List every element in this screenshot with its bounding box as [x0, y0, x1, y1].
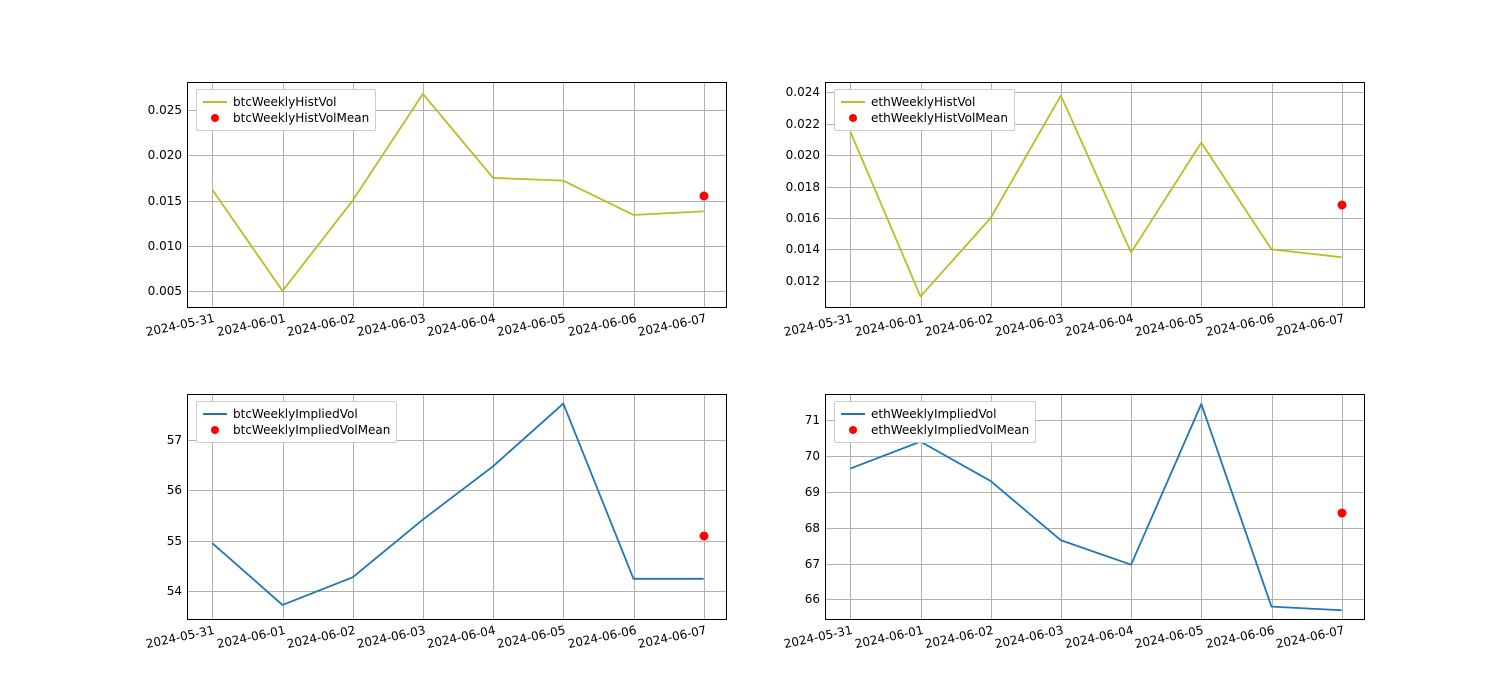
- figure: btcWeeklyHistVol btcWeeklyHistVolMean 0.…: [0, 0, 1500, 700]
- xtick-label: 2024-06-01: [852, 307, 924, 339]
- xtick-label: 2024-06-01: [852, 619, 924, 651]
- ytick-label: 71: [805, 413, 826, 427]
- ytick-label: 0.010: [148, 239, 188, 253]
- mean-marker: [1337, 509, 1346, 518]
- ytick-label: 0.014: [786, 242, 826, 256]
- legend-line-swatch: [841, 413, 865, 415]
- legend-line-entry: btcWeeklyHistVol: [203, 94, 369, 110]
- legend-point-entry: btcWeeklyImpliedVolMean: [203, 422, 390, 438]
- xtick-label: 2024-06-05: [1133, 307, 1205, 339]
- legend-dot-swatch: [203, 426, 227, 434]
- plot-area: btcWeeklyHistVol btcWeeklyHistVolMean 0.…: [187, 82, 727, 308]
- ytick-label: 55: [167, 534, 188, 548]
- legend: ethWeeklyHistVol ethWeeklyHistVolMean: [834, 89, 1015, 131]
- legend-line-label: ethWeeklyHistVol: [871, 94, 975, 110]
- legend: btcWeeklyImpliedVol btcWeeklyImpliedVolM…: [196, 401, 397, 443]
- xtick-label: 2024-06-01: [214, 619, 286, 651]
- legend-point-label: btcWeeklyImpliedVolMean: [233, 422, 390, 438]
- ytick-label: 56: [167, 483, 188, 497]
- mean-marker: [699, 531, 708, 540]
- ytick-label: 70: [805, 449, 826, 463]
- ytick-label: 0.022: [786, 117, 826, 131]
- xtick-label: 2024-06-04: [425, 307, 497, 339]
- xtick-label: 2024-06-07: [635, 619, 707, 651]
- mean-marker: [1337, 201, 1346, 210]
- xtick-label: 2024-05-31: [782, 619, 854, 651]
- xtick-label: 2024-06-03: [355, 307, 427, 339]
- xtick-label: 2024-06-05: [495, 307, 567, 339]
- mean-marker: [699, 192, 708, 201]
- legend-line-label: ethWeeklyImpliedVol: [871, 406, 996, 422]
- xtick-label: 2024-06-06: [1203, 307, 1275, 339]
- xtick-label: 2024-05-31: [144, 307, 216, 339]
- legend-point-entry: ethWeeklyImpliedVolMean: [841, 422, 1029, 438]
- plot-area: ethWeeklyImpliedVol ethWeeklyImpliedVolM…: [825, 394, 1365, 620]
- ytick-label: 67: [805, 557, 826, 571]
- legend-point-entry: ethWeeklyHistVolMean: [841, 110, 1008, 126]
- legend-dot-swatch: [841, 114, 865, 122]
- xtick-label: 2024-06-03: [993, 307, 1065, 339]
- xtick-label: 2024-06-02: [922, 619, 994, 651]
- legend-dot-swatch: [841, 426, 865, 434]
- xtick-label: 2024-06-03: [993, 619, 1065, 651]
- ytick-label: 54: [167, 584, 188, 598]
- legend-point-entry: btcWeeklyHistVolMean: [203, 110, 369, 126]
- ytick-label: 0.020: [148, 148, 188, 162]
- panel-eth-implied: ethWeeklyImpliedVol ethWeeklyImpliedVolM…: [825, 394, 1365, 620]
- xtick-label: 2024-06-06: [565, 307, 637, 339]
- xtick-label: 2024-06-07: [1273, 307, 1345, 339]
- legend-point-label: ethWeeklyImpliedVolMean: [871, 422, 1029, 438]
- legend-line-entry: ethWeeklyHistVol: [841, 94, 1008, 110]
- xtick-label: 2024-06-04: [425, 619, 497, 651]
- ytick-label: 0.015: [148, 194, 188, 208]
- legend-point-label: ethWeeklyHistVolMean: [871, 110, 1008, 126]
- ytick-label: 0.020: [786, 148, 826, 162]
- legend-line-swatch: [841, 101, 865, 103]
- xtick-label: 2024-06-05: [1133, 619, 1205, 651]
- legend-line-label: btcWeeklyHistVol: [233, 94, 337, 110]
- xtick-label: 2024-06-06: [1203, 619, 1275, 651]
- ytick-label: 68: [805, 521, 826, 535]
- xtick-label: 2024-06-01: [214, 307, 286, 339]
- plot-area: ethWeeklyHistVol ethWeeklyHistVolMean 0.…: [825, 82, 1365, 308]
- legend-line-swatch: [203, 101, 227, 103]
- legend-point-label: btcWeeklyHistVolMean: [233, 110, 369, 126]
- ytick-label: 0.016: [786, 211, 826, 225]
- ytick-label: 57: [167, 433, 188, 447]
- legend: btcWeeklyHistVol btcWeeklyHistVolMean: [196, 89, 376, 131]
- xtick-label: 2024-05-31: [144, 619, 216, 651]
- xtick-label: 2024-06-05: [495, 619, 567, 651]
- panel-btc-implied: btcWeeklyImpliedVol btcWeeklyImpliedVolM…: [187, 394, 727, 620]
- xtick-label: 2024-05-31: [782, 307, 854, 339]
- legend: ethWeeklyImpliedVol ethWeeklyImpliedVolM…: [834, 401, 1036, 443]
- ytick-label: 0.018: [786, 180, 826, 194]
- ytick-label: 69: [805, 485, 826, 499]
- ytick-label: 0.012: [786, 274, 826, 288]
- panel-btc-hist: btcWeeklyHistVol btcWeeklyHistVolMean 0.…: [187, 82, 727, 308]
- xtick-label: 2024-06-02: [284, 619, 356, 651]
- xtick-label: 2024-06-04: [1063, 307, 1135, 339]
- xtick-label: 2024-06-06: [565, 619, 637, 651]
- ytick-label: 0.024: [786, 85, 826, 99]
- xtick-label: 2024-06-07: [1273, 619, 1345, 651]
- ytick-label: 0.005: [148, 284, 188, 298]
- plot-area: btcWeeklyImpliedVol btcWeeklyImpliedVolM…: [187, 394, 727, 620]
- xtick-label: 2024-06-02: [922, 307, 994, 339]
- legend-line-entry: btcWeeklyImpliedVol: [203, 406, 390, 422]
- legend-line-entry: ethWeeklyImpliedVol: [841, 406, 1029, 422]
- ytick-label: 66: [805, 592, 826, 606]
- legend-dot-swatch: [203, 114, 227, 122]
- legend-line-swatch: [203, 413, 227, 415]
- legend-line-label: btcWeeklyImpliedVol: [233, 406, 358, 422]
- xtick-label: 2024-06-07: [635, 307, 707, 339]
- panel-eth-hist: ethWeeklyHistVol ethWeeklyHistVolMean 0.…: [825, 82, 1365, 308]
- xtick-label: 2024-06-02: [284, 307, 356, 339]
- ytick-label: 0.025: [148, 103, 188, 117]
- xtick-label: 2024-06-03: [355, 619, 427, 651]
- xtick-label: 2024-06-04: [1063, 619, 1135, 651]
